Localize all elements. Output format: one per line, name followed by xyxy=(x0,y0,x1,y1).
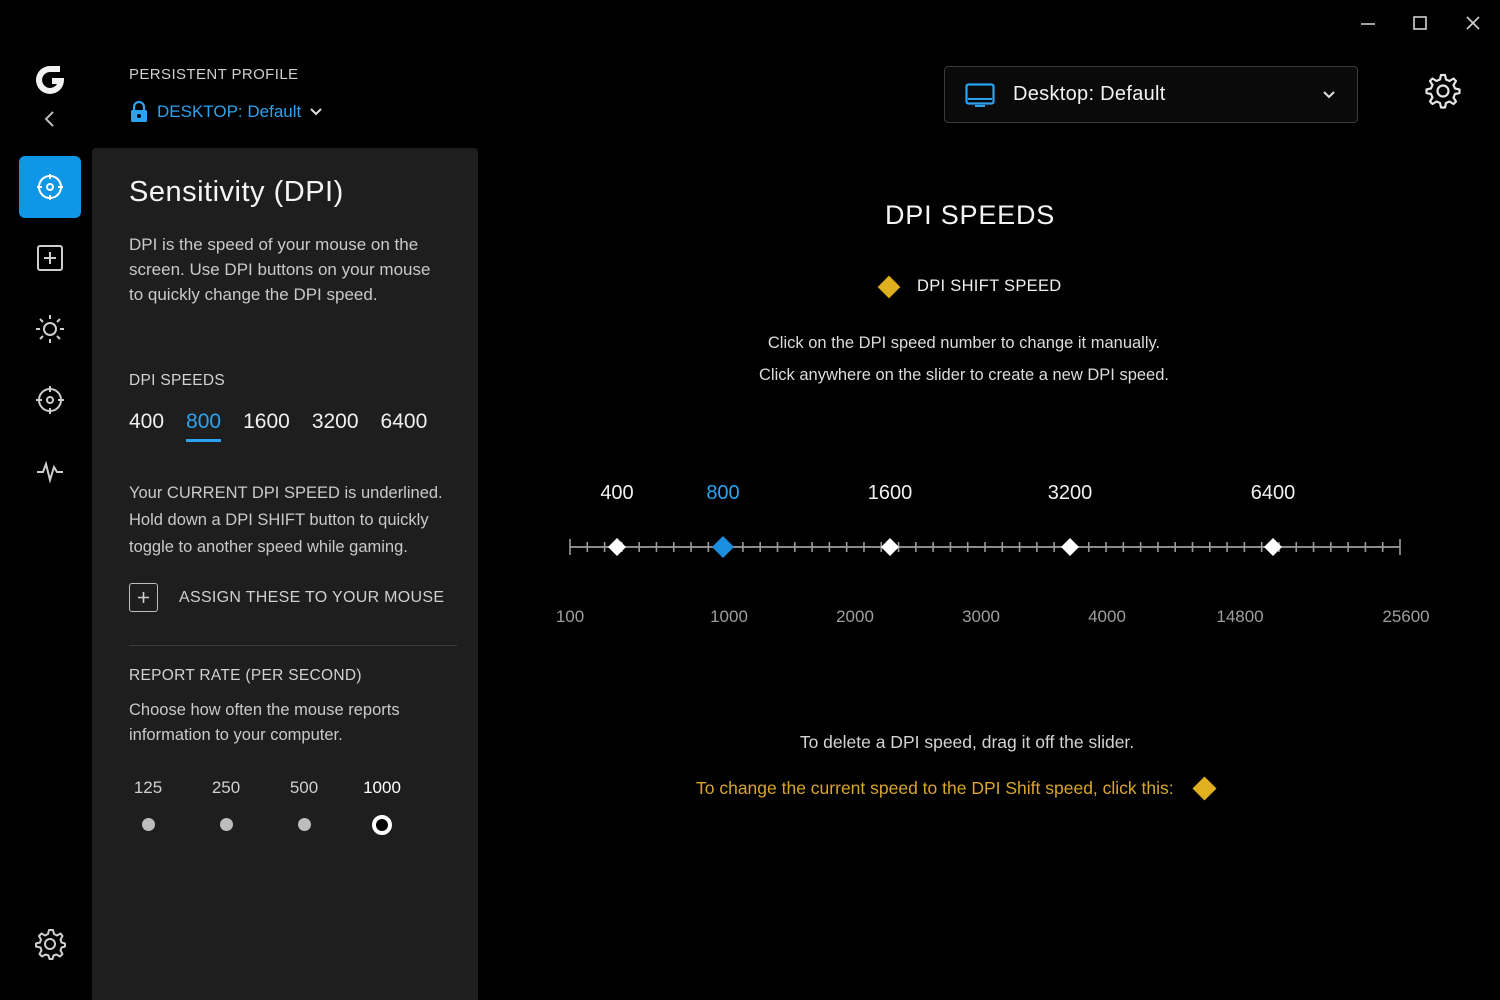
dpi-shift-legend: DPI SHIFT SPEED xyxy=(877,275,1062,298)
report-rate-value: 250 xyxy=(211,778,241,797)
assign-label: ASSIGN THESE TO YOUR MOUSE xyxy=(179,588,445,606)
radio-dot-selected[interactable] xyxy=(372,815,392,835)
rail-assignments-button[interactable] xyxy=(19,227,81,289)
main-title: DPI SPEEDS xyxy=(885,200,1056,230)
profile-name: DESKTOP: Default xyxy=(157,102,302,121)
panel-title: Sensitivity (DPI) xyxy=(129,176,344,208)
rail-acceleration-button[interactable] xyxy=(19,369,81,431)
dpi-handle-label[interactable]: 400 xyxy=(600,482,633,504)
report-rate-option[interactable]: 125 xyxy=(118,778,178,831)
divider xyxy=(129,645,457,646)
report-rate-value: 500 xyxy=(289,778,319,797)
lighting-icon xyxy=(36,315,64,343)
scale-label: 100 xyxy=(556,607,584,626)
dpi-handle[interactable] xyxy=(1264,538,1282,556)
report-rate-value: 125 xyxy=(133,778,163,797)
dpi-handle-active[interactable] xyxy=(712,536,734,558)
report-rate-value: 1000 xyxy=(363,778,401,797)
chevron-down-icon xyxy=(1323,91,1335,99)
rail-lighting-button[interactable] xyxy=(19,298,81,360)
report-rate-description: Choose how often the mouse reports infor… xyxy=(129,701,400,744)
shift-diamond-button[interactable] xyxy=(1192,776,1217,801)
dpi-speed-item[interactable]: 6400 xyxy=(380,410,428,433)
scale-label: 4000 xyxy=(1088,607,1126,626)
dpi-speeds-label: DPI SPEEDS xyxy=(129,372,226,389)
rail-sensitivity-button[interactable] xyxy=(19,156,81,218)
dpi-handle[interactable] xyxy=(608,538,626,556)
report-rate-option[interactable]: 500 xyxy=(274,778,334,831)
instruction-line-1: Click on the DPI speed number to change … xyxy=(767,334,1161,352)
radio-dot[interactable] xyxy=(297,818,311,831)
close-icon xyxy=(1466,16,1480,30)
profile-dropdown[interactable]: Desktop: Default xyxy=(944,66,1358,123)
plus-icon xyxy=(129,583,158,612)
radio-dot[interactable] xyxy=(141,818,155,831)
dpi-handle[interactable] xyxy=(1061,538,1079,556)
maximize-button[interactable] xyxy=(1407,10,1433,36)
instruction-line-2: Click anywhere on the slider to create a… xyxy=(759,366,1169,384)
dpi-speed-item[interactable]: 3200 xyxy=(311,410,359,433)
dpi-handle-label[interactable]: 3200 xyxy=(1048,482,1093,504)
scale-label: 3000 xyxy=(962,607,1000,626)
scale-label: 1000 xyxy=(710,607,748,626)
panel-description: DPI is the speed of your mouse on the sc… xyxy=(129,235,431,304)
profile-selector[interactable]: DESKTOP: Default xyxy=(129,101,323,123)
minimize-button[interactable] xyxy=(1355,10,1381,36)
dropdown-label: Desktop: Default xyxy=(1013,83,1166,105)
dpi-handle-label[interactable]: 800 xyxy=(706,482,739,504)
dpi-speed-item[interactable]: 1600 xyxy=(243,410,290,433)
scale-label: 14800 xyxy=(1216,607,1263,626)
dpi-speed-list: 400 800 1600 3200 6400 xyxy=(129,410,427,442)
assign-to-mouse-button[interactable]: ASSIGN THESE TO YOUR MOUSE xyxy=(129,583,444,612)
sensitivity-panel: Sensitivity (DPI) DPI is the speed of yo… xyxy=(92,148,478,1000)
report-rate-label: REPORT RATE (PER SECOND) xyxy=(129,667,362,684)
left-rail xyxy=(0,0,92,1000)
lock-icon xyxy=(131,101,147,122)
dpi-note: Your CURRENT DPI SPEED is underlined. Ho… xyxy=(129,484,443,556)
chevron-left-icon[interactable] xyxy=(40,108,60,130)
acceleration-icon xyxy=(36,386,64,414)
radio-dot[interactable] xyxy=(219,818,233,831)
heartbeat-icon xyxy=(37,460,63,484)
logitech-g-logo xyxy=(36,66,64,94)
report-rate-option-selected[interactable]: 1000 xyxy=(352,778,412,835)
report-rate-option[interactable]: 250 xyxy=(196,778,256,831)
delete-hint: To delete a DPI speed, drag it off the s… xyxy=(799,732,1135,752)
shift-hint: To change the current speed to the DPI S… xyxy=(696,776,1217,801)
rail-heartbeat-button[interactable] xyxy=(19,440,81,502)
dpi-handle[interactable] xyxy=(881,538,899,556)
settings-gear-icon[interactable] xyxy=(33,927,67,961)
dpi-speed-item-current[interactable]: 800 xyxy=(186,410,222,442)
desktop-icon xyxy=(965,82,995,107)
sensitivity-icon xyxy=(37,174,63,200)
persistent-profile-label: PERSISTENT PROFILE xyxy=(129,66,299,83)
dpi-handle-label[interactable]: 6400 xyxy=(1251,482,1296,504)
minimize-icon xyxy=(1361,23,1375,25)
close-button[interactable] xyxy=(1460,10,1486,36)
shift-hint-text: To change the current speed to the DPI S… xyxy=(696,778,1174,798)
dpi-speed-item[interactable]: 400 xyxy=(129,410,165,433)
chevron-down-icon xyxy=(310,108,322,116)
shift-legend-label: DPI SHIFT SPEED xyxy=(917,277,1062,295)
dpi-handle-label[interactable]: 1600 xyxy=(868,482,913,504)
assignments-icon xyxy=(37,245,63,271)
device-settings-gear-icon[interactable] xyxy=(1424,72,1462,110)
scale-label: 25600 xyxy=(1382,607,1429,626)
scale-label: 2000 xyxy=(836,607,874,626)
maximize-icon xyxy=(1413,16,1427,30)
